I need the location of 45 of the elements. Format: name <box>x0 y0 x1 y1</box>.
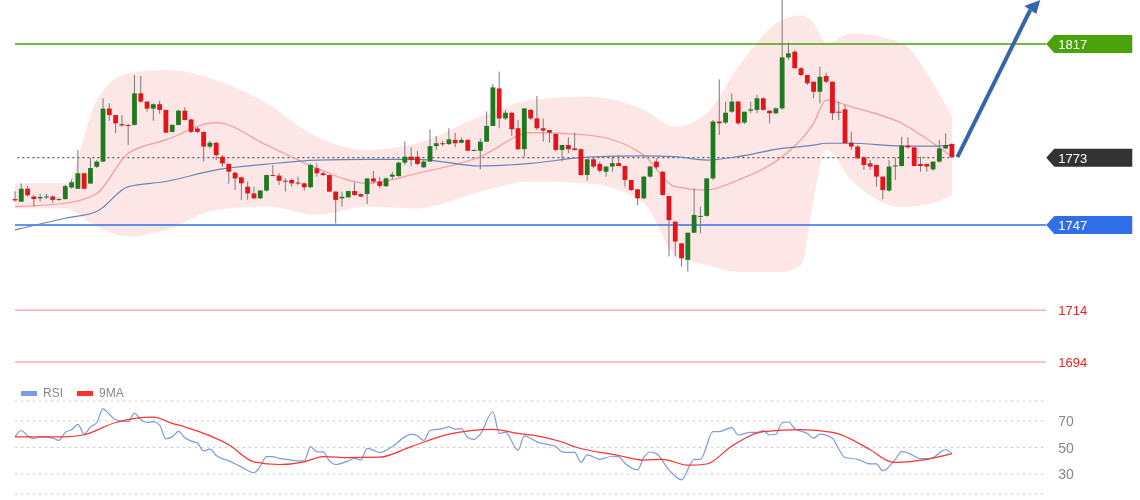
y-tick-label: 1747 <box>1058 217 1088 233</box>
candlestick <box>308 162 313 189</box>
candlestick <box>672 221 678 257</box>
candlestick <box>477 137 483 170</box>
candlestick <box>729 92 735 114</box>
candlestick <box>484 110 490 143</box>
candlestick <box>509 111 515 137</box>
y-tick-label: 1714 <box>1058 303 1088 319</box>
line-series <box>14 99 953 208</box>
candlestick <box>848 131 854 151</box>
candlestick <box>553 132 559 152</box>
line-series <box>14 408 953 481</box>
candlestick <box>125 123 131 146</box>
candlestick <box>276 172 282 186</box>
candlestick <box>18 183 24 203</box>
candlestick <box>364 177 370 205</box>
y-tick-label: 50 <box>1058 439 1075 456</box>
candlestick <box>333 191 339 224</box>
candlestick <box>245 181 251 201</box>
y-tick-label: 70 <box>1058 412 1075 429</box>
candlestick <box>723 101 728 125</box>
line-series <box>14 416 953 466</box>
legend-label: RSI <box>43 386 64 400</box>
candlestick <box>817 66 823 104</box>
candlestick <box>213 141 219 161</box>
candlestick <box>660 170 666 197</box>
line-series <box>14 142 953 231</box>
y-tick-label: 1694 <box>1058 355 1088 370</box>
legend-label: 9MA <box>99 386 124 400</box>
candlestick <box>936 139 942 164</box>
candlestick <box>320 171 326 177</box>
y-tick-label: 1817 <box>1058 36 1088 52</box>
candlestick <box>201 131 207 163</box>
candlestick <box>88 157 93 185</box>
y-tick-label: 1773 <box>1058 150 1088 166</box>
y-tick-label: 30 <box>1058 466 1075 483</box>
candlestick <box>641 175 647 200</box>
candlestick <box>113 114 119 134</box>
candlestick <box>402 141 408 166</box>
candlestick <box>138 75 144 104</box>
candlestick <box>679 242 684 268</box>
candlestick <box>584 157 590 182</box>
candlestick <box>446 127 452 146</box>
candlestick <box>735 100 741 126</box>
candlestick <box>270 164 276 177</box>
